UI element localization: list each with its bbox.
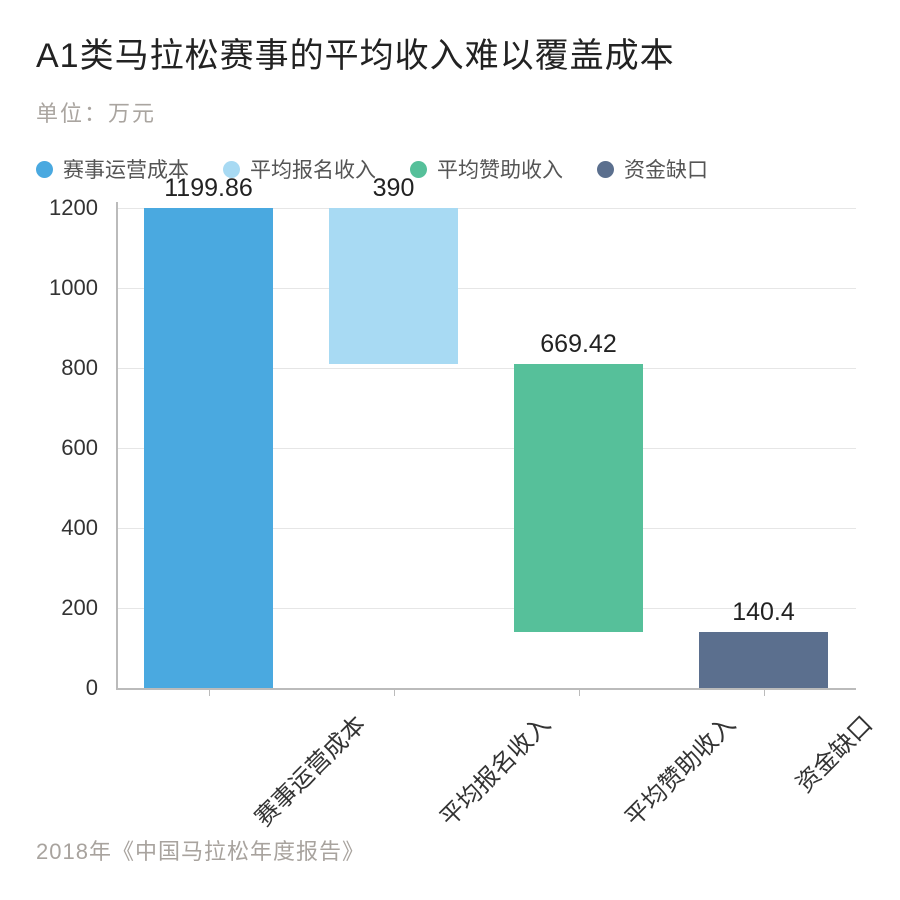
y-tick-label: 200: [61, 595, 98, 621]
bar-reg_rev: [329, 208, 459, 364]
chart-source: 2018年《中国马拉松年度报告》: [36, 834, 365, 866]
legend-label: 资金缺口: [624, 154, 708, 184]
chart-subtitle: 单位：万元: [36, 96, 864, 128]
x-category-label: 平均报名收入: [430, 706, 557, 833]
x-tick: [209, 688, 211, 696]
legend-swatch: [36, 161, 53, 178]
chart-area: 020040060080010001200 1199.86赛事运营成本390平均…: [36, 208, 864, 848]
bar-op_cost: [144, 208, 274, 688]
y-tick-label: 600: [61, 435, 98, 461]
x-category-label: 资金缺口: [786, 706, 879, 799]
x-axis-line: [116, 688, 856, 690]
x-tick: [579, 688, 581, 696]
x-category-label: 平均赞助收入: [615, 706, 742, 833]
bar-gap: [699, 632, 829, 688]
legend: 赛事运营成本平均报名收入平均赞助收入资金缺口: [36, 154, 864, 184]
x-tick: [764, 688, 766, 696]
y-tick-label: 1000: [49, 275, 98, 301]
legend-item: 平均赞助收入: [410, 154, 563, 184]
y-axis-line: [116, 202, 118, 688]
chart-title: A1类马拉松赛事的平均收入难以覆盖成本: [36, 34, 864, 78]
x-category-label: 赛事运营成本: [245, 706, 372, 833]
bar-value-label: 1199.86: [164, 174, 253, 203]
legend-swatch: [597, 161, 614, 178]
y-tick-label: 1200: [49, 195, 98, 221]
bar-value-label: 140.4: [732, 598, 795, 627]
y-axis: 020040060080010001200: [36, 208, 108, 688]
plot-area: 1199.86赛事运营成本390平均报名收入669.42平均赞助收入140.4资…: [116, 208, 856, 688]
y-tick-label: 800: [61, 355, 98, 381]
legend-label: 平均赞助收入: [437, 154, 563, 184]
bar-spon_rev: [514, 364, 644, 632]
legend-item: 资金缺口: [597, 154, 708, 184]
bar-value-label: 390: [373, 174, 415, 203]
y-tick-label: 0: [86, 675, 98, 701]
y-tick-label: 400: [61, 515, 98, 541]
legend-label: 平均报名收入: [250, 154, 376, 184]
bar-value-label: 669.42: [540, 330, 616, 359]
x-tick: [394, 688, 396, 696]
